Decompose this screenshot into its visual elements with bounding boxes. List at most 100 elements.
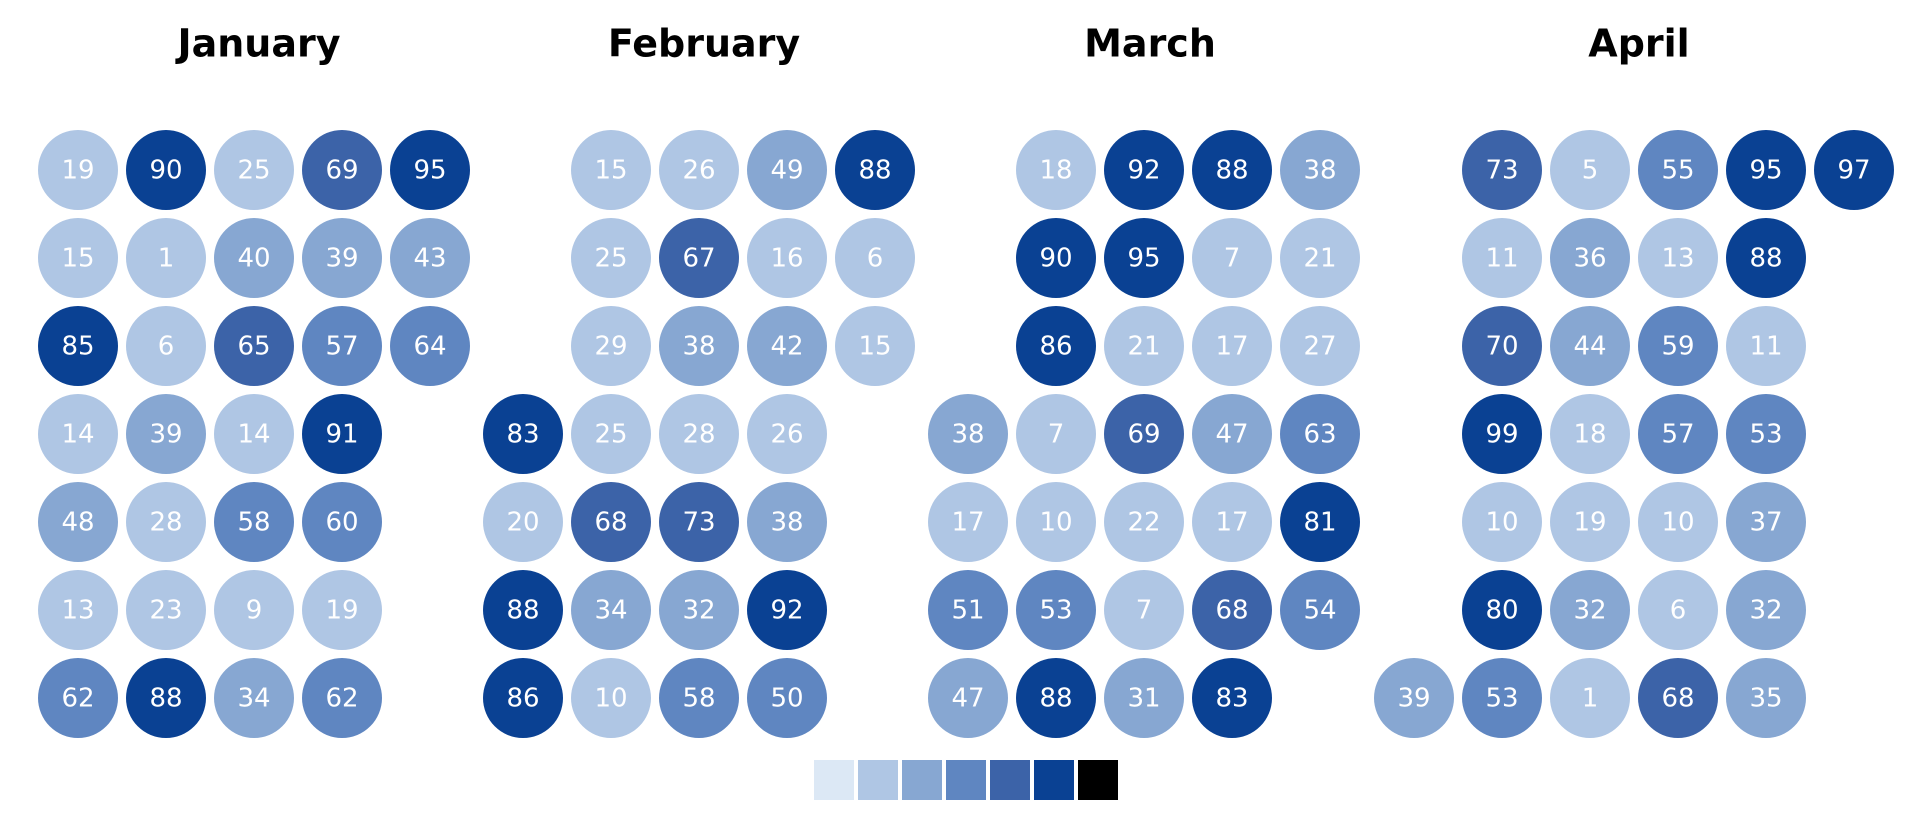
heatmap-cell-value: 85 — [61, 332, 94, 362]
heatmap-cell-circle — [390, 218, 470, 298]
heatmap-cell: 7 — [1104, 570, 1184, 650]
heatmap-cell: 17 — [1192, 306, 1272, 386]
heatmap-cell-circle — [1726, 394, 1806, 474]
heatmap-cell-circle — [483, 658, 563, 738]
heatmap-cell: 7 — [1016, 394, 1096, 474]
heatmap-cell-value: 38 — [1303, 156, 1336, 186]
heatmap-cell-circle — [1192, 394, 1272, 474]
heatmap-cell-circle — [571, 658, 651, 738]
heatmap-cell-value: 31 — [1127, 684, 1160, 714]
heatmap-cell-circle — [1638, 306, 1718, 386]
heatmap-cell: 81 — [1280, 482, 1360, 562]
heatmap-cell-value: 53 — [1749, 420, 1782, 450]
heatmap-cell-value: 67 — [682, 244, 715, 274]
heatmap-cell-circle — [126, 570, 206, 650]
heatmap-cell-value: 19 — [61, 156, 94, 186]
heatmap-cell: 47 — [928, 658, 1008, 738]
heatmap-cell: 73 — [659, 482, 739, 562]
heatmap-cell-value: 17 — [1215, 332, 1248, 362]
heatmap-cell: 91 — [302, 394, 382, 474]
heatmap-cell: 86 — [1016, 306, 1096, 386]
heatmap-cell-value: 47 — [1215, 420, 1248, 450]
heatmap-cell-circle — [928, 570, 1008, 650]
heatmap-cell-circle — [1638, 658, 1718, 738]
heatmap-cell: 57 — [1638, 394, 1718, 474]
heatmap-cell-value: 38 — [770, 508, 803, 538]
heatmap-cell: 14 — [214, 394, 294, 474]
heatmap-cell-value: 95 — [1749, 156, 1782, 186]
heatmap-cell: 38 — [1280, 130, 1360, 210]
heatmap-cell-circle — [1104, 570, 1184, 650]
heatmap-cell-value: 13 — [61, 596, 94, 626]
heatmap-cell-circle — [747, 218, 827, 298]
heatmap-cell: 42 — [747, 306, 827, 386]
heatmap-cell-circle — [1726, 658, 1806, 738]
month-title: April — [1588, 22, 1689, 66]
heatmap-cell-circle — [1192, 658, 1272, 738]
heatmap-cell: 67 — [659, 218, 739, 298]
legend-swatch — [990, 760, 1030, 800]
heatmap-cell-value: 15 — [594, 156, 627, 186]
heatmap-cell-value: 68 — [594, 508, 627, 538]
heatmap-cell-circle — [1104, 218, 1184, 298]
heatmap-cell-value: 44 — [1573, 332, 1606, 362]
heatmap-cell-circle — [1016, 482, 1096, 562]
heatmap-cell-value: 55 — [1661, 156, 1694, 186]
heatmap-cell-circle — [659, 482, 739, 562]
heatmap-cell-value: 34 — [594, 596, 627, 626]
heatmap-cell: 34 — [571, 570, 651, 650]
heatmap-cell-circle — [390, 306, 470, 386]
heatmap-cell: 83 — [1192, 658, 1272, 738]
legend-swatch — [1078, 760, 1118, 800]
heatmap-cell-circle — [571, 570, 651, 650]
heatmap-cell-value: 32 — [1749, 596, 1782, 626]
heatmap-cell-circle — [38, 570, 118, 650]
heatmap-cell-circle — [302, 394, 382, 474]
heatmap-cell: 95 — [390, 130, 470, 210]
heatmap-cell-circle — [1550, 482, 1630, 562]
heatmap-cell-circle — [214, 130, 294, 210]
heatmap-cell-value: 6 — [867, 244, 884, 274]
heatmap-cell-circle — [659, 130, 739, 210]
heatmap-cell-value: 53 — [1039, 596, 1072, 626]
heatmap-cell-circle — [214, 394, 294, 474]
heatmap-cell-value: 32 — [1573, 596, 1606, 626]
heatmap-cell: 49 — [747, 130, 827, 210]
heatmap-cell: 32 — [1550, 570, 1630, 650]
heatmap-cell: 86 — [483, 658, 563, 738]
heatmap-cell-value: 40 — [237, 244, 270, 274]
heatmap-cell-value: 11 — [1749, 332, 1782, 362]
color-legend — [814, 760, 1118, 800]
heatmap-cell-circle — [1638, 218, 1718, 298]
heatmap-cell-circle — [38, 306, 118, 386]
heatmap-cell: 83 — [483, 394, 563, 474]
heatmap-cell-value: 95 — [1127, 244, 1160, 274]
heatmap-cell: 14 — [38, 394, 118, 474]
heatmap-cell: 19 — [302, 570, 382, 650]
heatmap-cell-circle — [38, 130, 118, 210]
legend-swatch — [1034, 760, 1074, 800]
heatmap-cell-value: 50 — [770, 684, 803, 714]
heatmap-cell: 58 — [214, 482, 294, 562]
heatmap-cell: 17 — [928, 482, 1008, 562]
heatmap-cell: 60 — [302, 482, 382, 562]
heatmap-cell-value: 36 — [1573, 244, 1606, 274]
heatmap-cell-value: 88 — [1749, 244, 1782, 274]
heatmap-cell: 90 — [126, 130, 206, 210]
heatmap-cell-circle — [1104, 482, 1184, 562]
heatmap-cell-circle — [747, 306, 827, 386]
heatmap-cell-circle — [390, 130, 470, 210]
heatmap-cell-circle — [1280, 394, 1360, 474]
heatmap-cell-circle — [1280, 130, 1360, 210]
heatmap-cell-value: 86 — [506, 684, 539, 714]
heatmap-cell: 54 — [1280, 570, 1360, 650]
heatmap-cell: 28 — [126, 482, 206, 562]
heatmap-cell-circle — [1726, 218, 1806, 298]
heatmap-cell-value: 88 — [506, 596, 539, 626]
heatmap-cell-circle — [1016, 218, 1096, 298]
heatmap-cell: 95 — [1726, 130, 1806, 210]
heatmap-cell: 18 — [1016, 130, 1096, 210]
heatmap-cell-circle — [1550, 658, 1630, 738]
heatmap-cell-value: 34 — [237, 684, 270, 714]
